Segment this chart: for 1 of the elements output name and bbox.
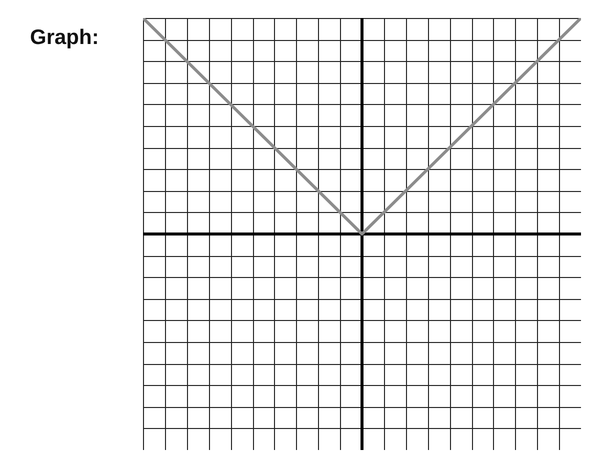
chart-title: Graph: [30, 26, 99, 50]
